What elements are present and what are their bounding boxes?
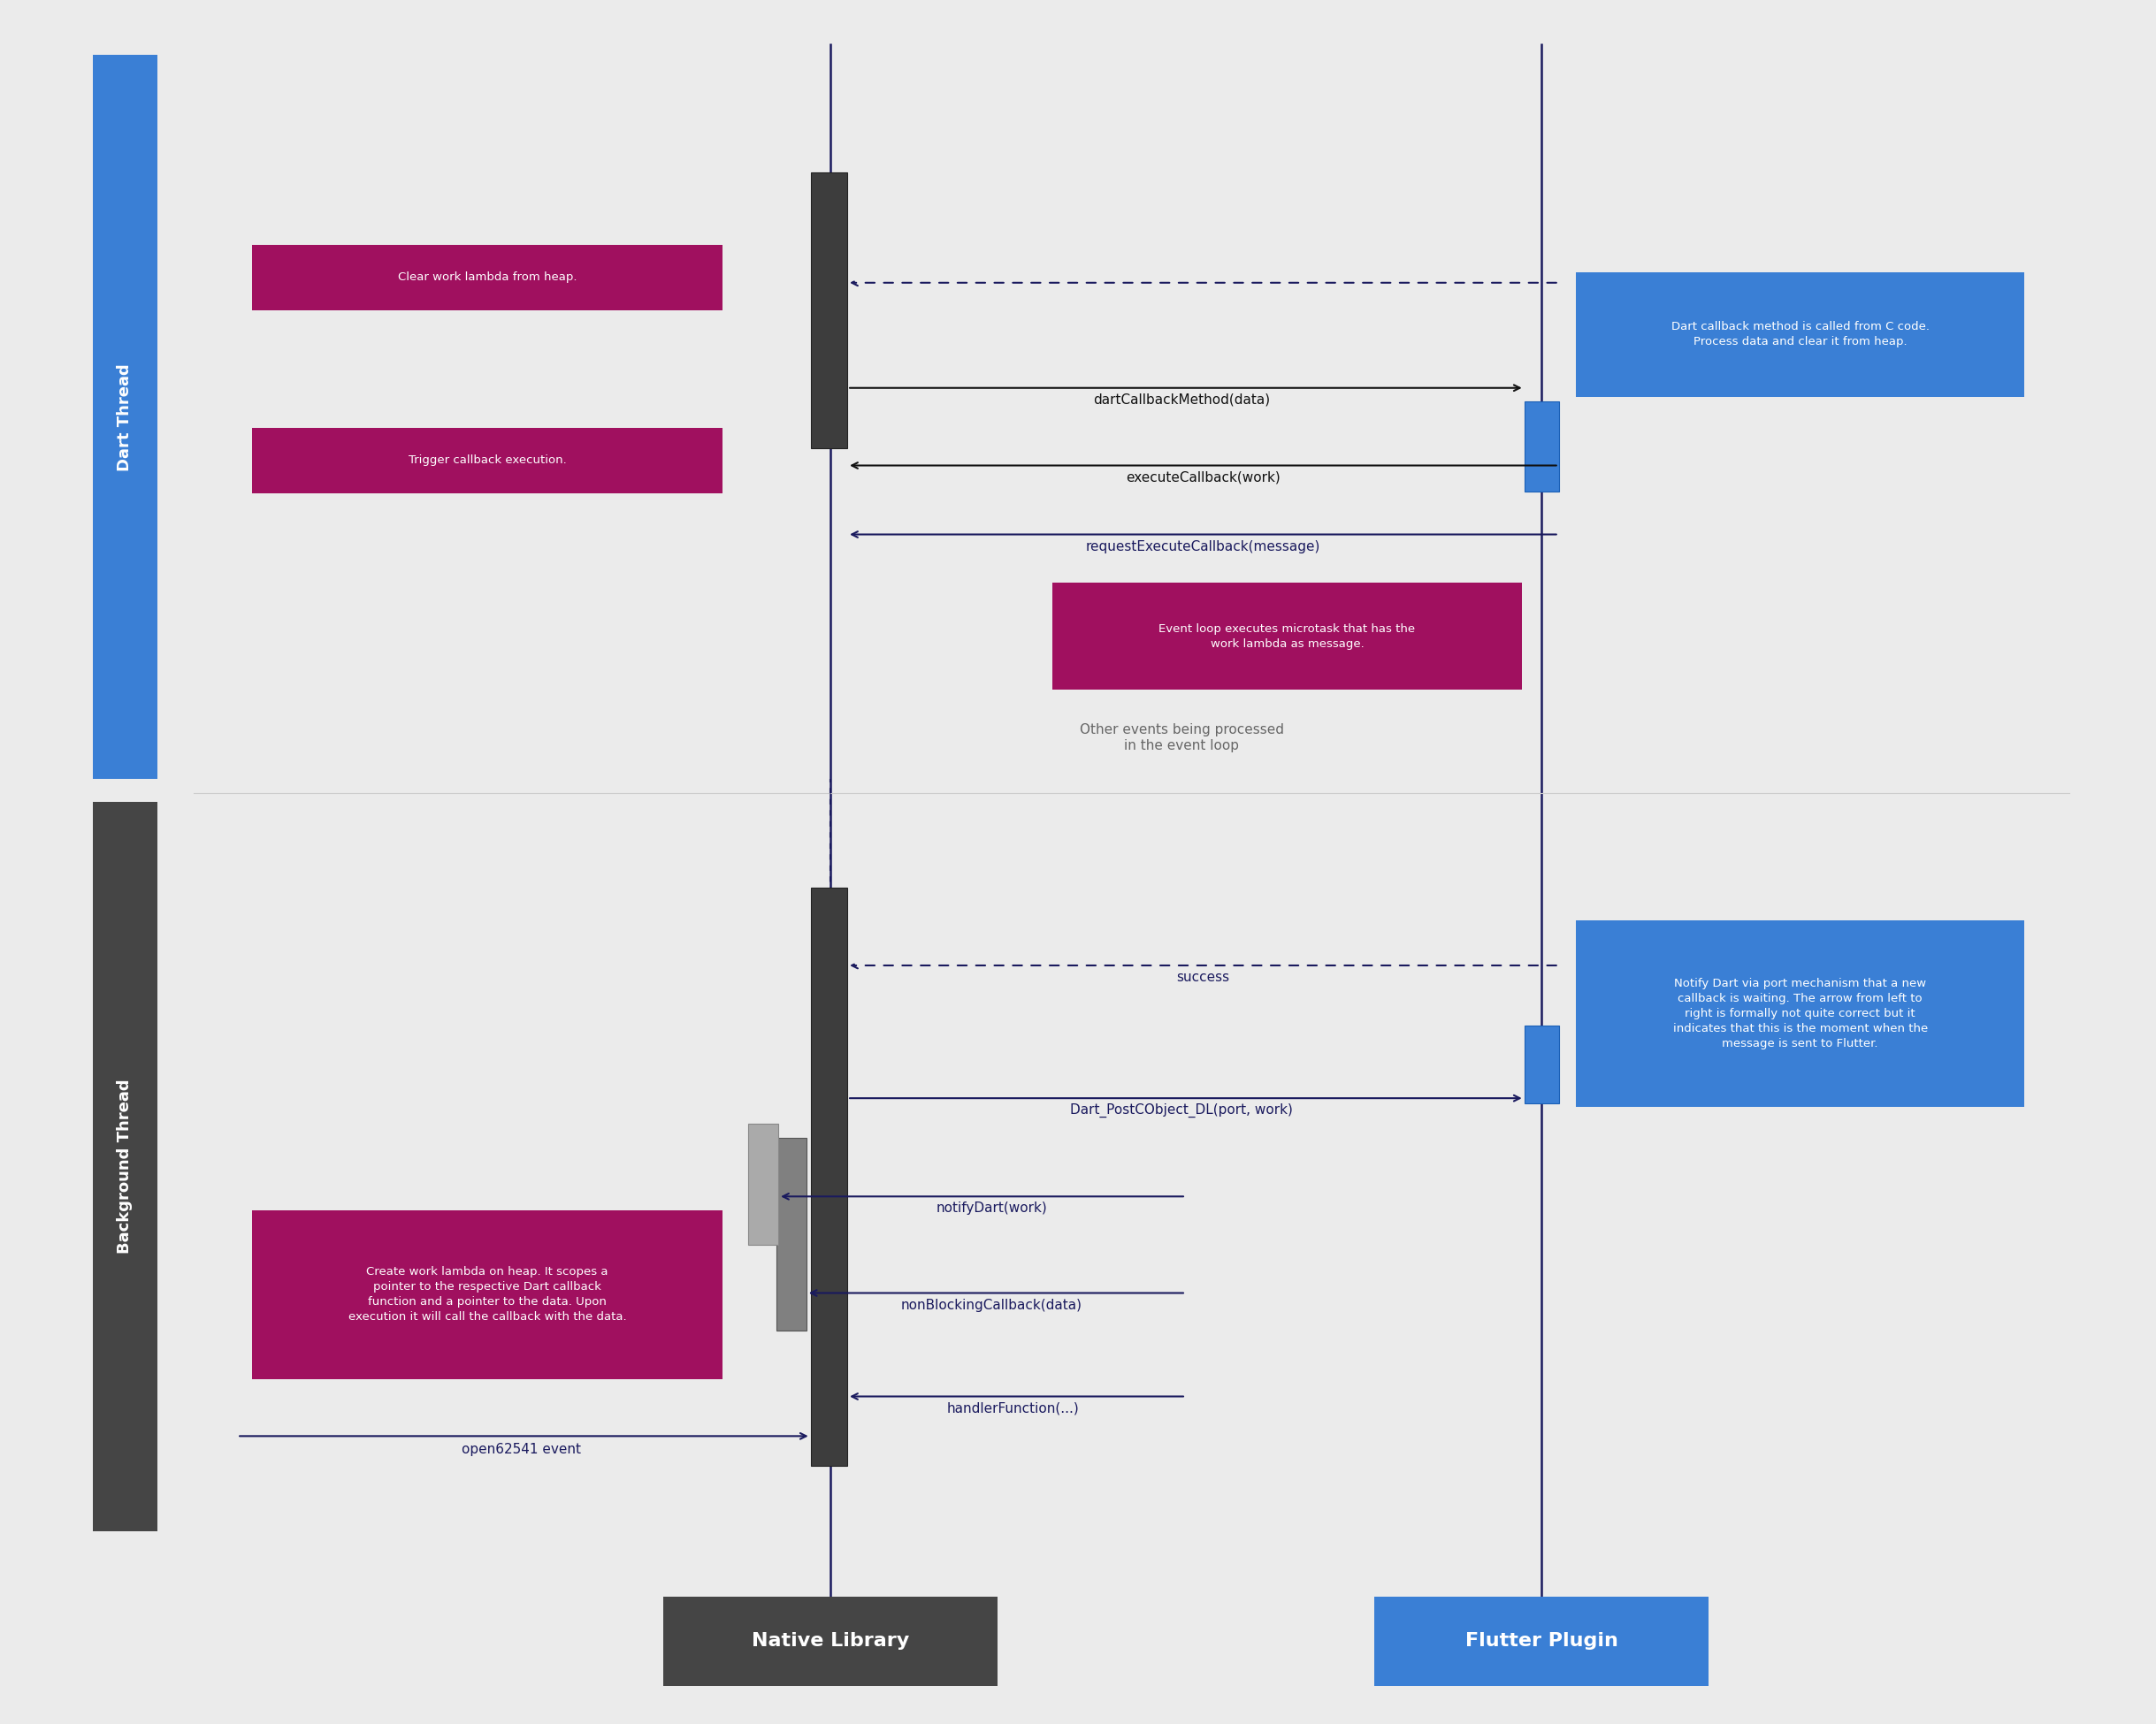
FancyBboxPatch shape	[252, 1210, 722, 1379]
Text: Event loop executes microtask that has the
work lambda as message.: Event loop executes microtask that has t…	[1158, 622, 1416, 650]
FancyBboxPatch shape	[1576, 921, 2024, 1107]
Text: executeCallback(work): executeCallback(work)	[1125, 471, 1281, 484]
FancyBboxPatch shape	[252, 428, 722, 493]
FancyBboxPatch shape	[662, 1596, 996, 1686]
Text: Create work lambda on heap. It scopes a
pointer to the respective Dart callback
: Create work lambda on heap. It scopes a …	[347, 1267, 627, 1322]
FancyBboxPatch shape	[1524, 1026, 1559, 1103]
Text: Dart Thread: Dart Thread	[116, 364, 134, 471]
Text: Dart callback method is called from C code.
Process data and clear it from heap.: Dart callback method is called from C co…	[1671, 321, 1930, 348]
Text: Other events being processed
in the event loop: Other events being processed in the even…	[1080, 724, 1283, 752]
Text: success: success	[1177, 971, 1229, 984]
Text: handlerFunction(...): handlerFunction(...)	[946, 1402, 1080, 1415]
FancyBboxPatch shape	[93, 55, 157, 779]
Text: requestExecuteCallback(message): requestExecuteCallback(message)	[1087, 540, 1319, 553]
FancyBboxPatch shape	[748, 1124, 778, 1245]
Text: open62541 event: open62541 event	[461, 1443, 582, 1457]
Text: Native Library: Native Library	[750, 1633, 910, 1650]
Text: notifyDart(work): notifyDart(work)	[936, 1202, 1048, 1215]
FancyBboxPatch shape	[1376, 1596, 1708, 1686]
Text: Dart_PostCObject_DL(port, work): Dart_PostCObject_DL(port, work)	[1069, 1103, 1294, 1117]
Text: dartCallbackMethod(data): dartCallbackMethod(data)	[1093, 393, 1270, 407]
FancyBboxPatch shape	[93, 802, 157, 1531]
FancyBboxPatch shape	[811, 888, 847, 1465]
Text: Clear work lambda from heap.: Clear work lambda from heap.	[397, 272, 578, 283]
FancyBboxPatch shape	[1576, 272, 2024, 397]
Text: Notify Dart via port mechanism that a new
callback is waiting. The arrow from le: Notify Dart via port mechanism that a ne…	[1673, 978, 1927, 1050]
Text: Trigger callback execution.: Trigger callback execution.	[407, 455, 567, 465]
FancyBboxPatch shape	[252, 245, 722, 310]
FancyBboxPatch shape	[811, 172, 847, 448]
FancyBboxPatch shape	[1052, 583, 1522, 690]
FancyBboxPatch shape	[1524, 402, 1559, 491]
Text: Flutter Plugin: Flutter Plugin	[1466, 1633, 1617, 1650]
FancyBboxPatch shape	[776, 1138, 806, 1331]
Text: nonBlockingCallback(data): nonBlockingCallback(data)	[901, 1298, 1082, 1312]
Text: Background Thread: Background Thread	[116, 1079, 134, 1253]
